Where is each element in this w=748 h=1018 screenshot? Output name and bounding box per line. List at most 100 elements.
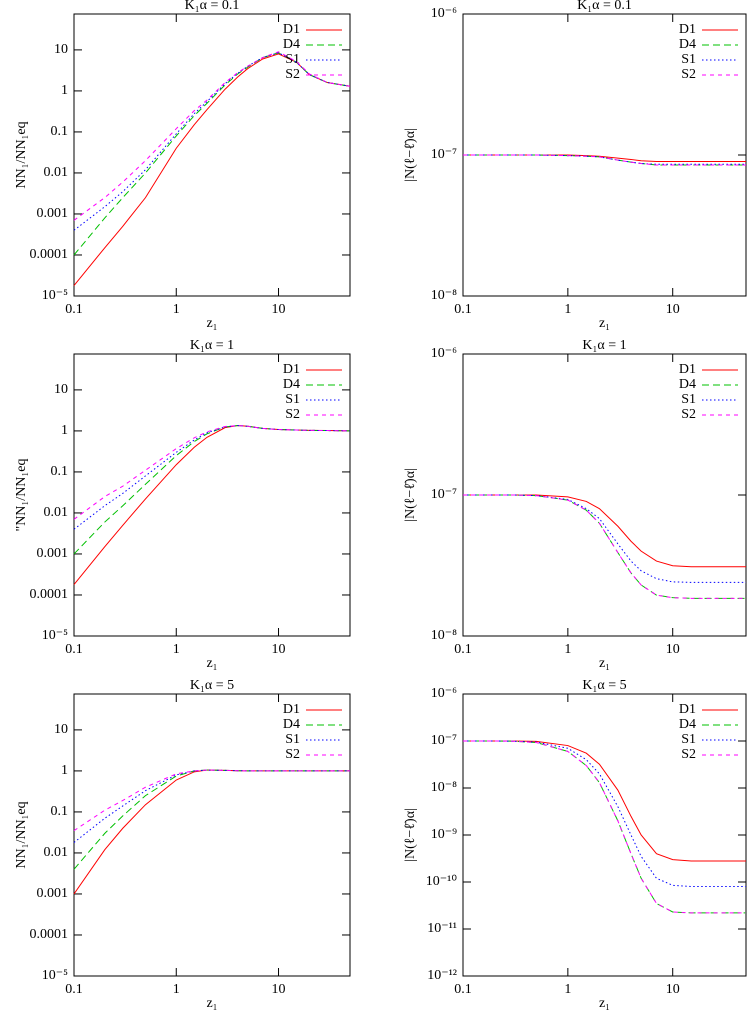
y-tick-label: 0.0001 [30, 927, 69, 942]
legend-label: S1 [681, 392, 696, 407]
series-line [463, 154, 746, 162]
y-tick-label: 0.0001 [30, 247, 69, 262]
legend-label: D1 [283, 362, 300, 377]
y-tick-label: 10⁻⁸ [431, 628, 457, 643]
x-axis-label: z₁ [599, 996, 610, 1011]
series-line [73, 52, 351, 256]
x-tick-label: 1 [564, 302, 571, 317]
x-axis-label: z₁ [206, 656, 217, 671]
series-line [463, 494, 746, 583]
series-line [73, 769, 350, 832]
y-tick-label: 10 [54, 722, 68, 737]
y-tick-label: 1 [61, 423, 68, 438]
y-tick-label: 0.001 [37, 886, 69, 901]
series-line [463, 740, 746, 862]
y-tick-label: 1 [61, 763, 68, 778]
legend-label: D4 [679, 377, 696, 392]
x-axis-label: z₁ [206, 996, 217, 1011]
y-tick-label: 10⁻⁵ [42, 288, 68, 303]
chart-title: K₁α = 5 [190, 678, 234, 693]
x-tick-label: 1 [564, 982, 571, 997]
legend-label: D1 [679, 362, 696, 377]
y-tick-label: 10⁻⁸ [431, 288, 457, 303]
y-tick-label: 10⁻⁸ [431, 780, 457, 795]
y-tick-label: 0.01 [44, 845, 69, 860]
legend-label: S2 [285, 747, 300, 762]
legend-label: D4 [283, 377, 300, 392]
y-tick-label: 10⁻⁷ [431, 487, 457, 502]
series-line [73, 769, 350, 895]
series-line [463, 494, 746, 599]
legend-label: D1 [679, 22, 696, 37]
legend-label: S1 [285, 732, 300, 747]
x-tick-label: 0.1 [454, 302, 472, 317]
y-tick-label: 10⁻⁵ [42, 968, 68, 983]
legend-label: S2 [681, 747, 696, 762]
chart-title: K₁α = 5 [582, 678, 626, 693]
x-tick-label: 1 [173, 982, 180, 997]
x-tick-label: 10 [272, 982, 286, 997]
plot-frame [73, 13, 351, 297]
y-tick-label: 0.01 [44, 505, 69, 520]
series-line [73, 425, 351, 520]
y-tick-label: 10⁻⁶ [431, 6, 457, 21]
y-tick-label: 0.1 [51, 124, 69, 139]
x-tick-label: 10 [272, 302, 286, 317]
legend-label: S1 [681, 52, 696, 67]
y-tick-label: 10 [54, 42, 68, 57]
x-tick-label: 10 [666, 302, 680, 317]
y-tick-label: 0.01 [44, 165, 69, 180]
y-tick-label: 0.1 [51, 464, 69, 479]
x-tick-label: 1 [173, 302, 180, 317]
legend-label: D4 [283, 37, 300, 52]
x-tick-label: 0.1 [65, 642, 83, 657]
series-line [73, 425, 351, 585]
legend-label: D4 [679, 717, 696, 732]
series-line [73, 51, 351, 221]
series-line [73, 53, 351, 286]
chart-title: K₁α = 1 [582, 338, 626, 353]
panel: K₁α = 5 z₁ NN₁/NN₁eq 0.1 1 10 10⁻⁵ 0.0001 0.001 0… [14, 678, 351, 1011]
legend-label: D1 [283, 22, 300, 37]
chart-title: K₁α = 1 [190, 338, 234, 353]
y-tick-label: 10⁻⁶ [431, 686, 457, 701]
y-axis-label: NN₁/NN₁eq [14, 801, 29, 868]
legend-label: D4 [679, 37, 696, 52]
y-tick-label: 10⁻⁵ [42, 628, 68, 643]
panel: K₁α = 0.1 z₁ |N(ℓ−ℓ̄)α| 0.1 1 10 10⁻⁸ 10⁻⁷ 10⁻⁶ D… [403, 0, 747, 331]
series-line [463, 740, 746, 914]
x-tick-label: 0.1 [454, 982, 472, 997]
y-tick-label: 10⁻¹² [427, 968, 457, 983]
y-tick-label: 10⁻¹¹ [427, 921, 457, 936]
chart-title: K₁α = 0.1 [185, 0, 240, 13]
legend-label: D1 [283, 702, 300, 717]
series-line [73, 769, 350, 870]
panel: K₁α = 1 z₁ |N(ℓ−ℓ̄)α| 0.1 1 10 10⁻⁸ 10⁻⁷ 10⁻⁶ D1D… [403, 338, 747, 671]
legend-label: S1 [285, 392, 300, 407]
x-axis-label: z₁ [206, 316, 217, 331]
x-tick-label: 10 [272, 642, 286, 657]
series-line [463, 740, 746, 888]
legend-label: S2 [285, 407, 300, 422]
panel: K₁α = 1 z₁ "NN₁/NN₁eq 0.1 1 10 10⁻⁵ 0.0001 0.001… [14, 338, 351, 671]
y-tick-label: 10⁻¹⁰ [426, 874, 458, 889]
x-axis-label: z₁ [599, 316, 610, 331]
x-tick-label: 10 [666, 642, 680, 657]
series-line [463, 494, 746, 599]
y-axis-label: |N(ℓ−ℓ̄)α| [403, 128, 418, 182]
series-line [73, 769, 350, 843]
legend-label: S2 [285, 67, 300, 82]
x-tick-label: 10 [666, 982, 680, 997]
x-tick-label: 0.1 [454, 642, 472, 657]
plot-frame [462, 693, 747, 977]
y-tick-label: 10⁻⁶ [431, 346, 457, 361]
panel: K₁α = 5 z₁ |N(ℓ−ℓ̄)α| 0.1 1 10 10⁻¹² 10⁻¹¹ 10⁻¹⁰… [403, 678, 747, 1011]
y-axis-label: "NN₁/NN₁eq [14, 458, 29, 531]
series-line [463, 154, 746, 166]
y-tick-label: 0.001 [37, 206, 69, 221]
plot-frame [73, 353, 351, 637]
y-axis-label: |N(ℓ−ℓ̄)α| [403, 468, 418, 522]
legend-label: S2 [681, 407, 696, 422]
legend-label: D1 [679, 702, 696, 717]
